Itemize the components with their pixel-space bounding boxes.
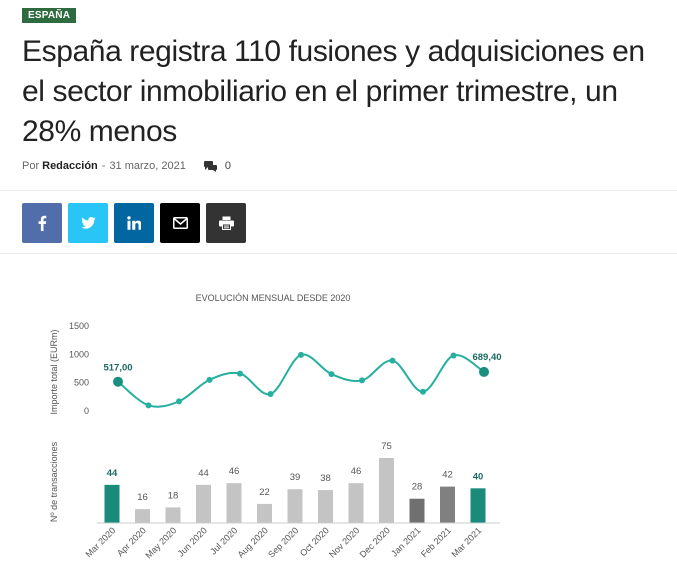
linkedin-share-button[interactable]	[114, 203, 154, 243]
article-meta: Por Redacción - 31 marzo, 2021 0	[22, 160, 231, 172]
transaction-bar	[409, 498, 425, 523]
amount-data-point	[176, 398, 182, 405]
share-buttons	[22, 203, 246, 243]
amount-data-point	[328, 371, 335, 378]
transaction-bar	[104, 484, 120, 523]
transaction-bar	[257, 503, 272, 523]
top-cutoff-text: · · · · · · · ·	[0, 0, 677, 6]
transaction-bar	[470, 488, 486, 523]
amount-data-point	[237, 370, 243, 377]
publish-date: 31 marzo, 2021	[109, 160, 186, 172]
transaction-bar	[196, 484, 211, 523]
amount-data-point	[298, 351, 304, 358]
bar-value-label: 44	[198, 468, 209, 479]
x-tick-label: Feb 2021	[419, 525, 453, 559]
transaction-bar	[348, 483, 364, 523]
amount-data-label-last: 689,40	[472, 352, 501, 363]
bar-value-label: 18	[168, 490, 179, 501]
transaction-bar	[287, 489, 303, 523]
email-share-button[interactable]	[160, 203, 200, 243]
x-tick-label: Mar 2021	[449, 525, 483, 559]
x-tick-label: Oct 2020	[298, 525, 331, 558]
x-tick-label: Nov 2020	[327, 525, 361, 559]
x-tick-label: Mar 2020	[83, 525, 117, 559]
transaction-bar	[226, 483, 242, 523]
y-tick-label: 1000	[69, 349, 89, 359]
x-tick-label: May 2020	[143, 525, 178, 560]
comment-icon	[203, 160, 217, 172]
amount-data-point	[389, 357, 396, 364]
bar-value-label: 75	[381, 441, 392, 452]
twitter-share-button[interactable]	[68, 203, 108, 243]
comments-link[interactable]: 0	[203, 160, 231, 172]
divider	[0, 190, 677, 191]
bar-value-label: 28	[412, 482, 423, 493]
amount-data-point	[113, 376, 123, 387]
amount-data-label-first: 517,00	[103, 363, 132, 374]
twitter-icon	[80, 217, 96, 229]
bar-value-label: 40	[473, 471, 484, 482]
chart-area: EVOLUCIÓN MENSUAL DESDE 2020 Importe tot…	[0, 260, 677, 588]
transaction-bar	[379, 458, 394, 523]
x-tick-label: Sep 2020	[266, 525, 300, 559]
y-tick-label: 500	[74, 378, 89, 388]
bar-value-label: 46	[351, 466, 362, 477]
facebook-share-button[interactable]	[22, 203, 62, 243]
line-y-axis-label: Importe total (EURm)	[49, 329, 59, 414]
bar-value-label: 22	[259, 487, 270, 498]
bar-value-label: 38	[320, 473, 331, 484]
y-tick-label: 0	[84, 406, 89, 416]
linkedin-icon	[127, 216, 141, 230]
y-tick-label: 1500	[69, 321, 89, 331]
comments-count: 0	[224, 160, 231, 172]
print-icon	[218, 216, 234, 230]
bar-y-axis-label: Nº de transacciones	[49, 441, 59, 522]
transaction-bar	[135, 509, 150, 523]
amount-data-point	[267, 391, 274, 397]
amount-data-point	[450, 352, 457, 359]
article-title: España registra 110 fusiones y adquisici…	[22, 35, 645, 148]
amount-data-point	[479, 366, 489, 377]
x-tick-label: Jul 2020	[208, 525, 239, 556]
amount-data-point	[206, 376, 213, 383]
x-tick-label: Dec 2020	[358, 525, 392, 559]
separator: -	[101, 160, 106, 172]
amount-series-line	[117, 353, 485, 408]
amount-data-point	[359, 377, 365, 384]
by-label: Por	[22, 160, 40, 172]
mail-icon	[172, 217, 188, 229]
monthly-evolution-chart: EVOLUCIÓN MENSUAL DESDE 2020 Importe tot…	[49, 293, 502, 560]
divider	[0, 253, 677, 254]
bar-value-label: 39	[290, 472, 301, 483]
facebook-icon	[38, 215, 47, 231]
chart-title: EVOLUCIÓN MENSUAL DESDE 2020	[196, 293, 351, 303]
transaction-bar	[440, 486, 455, 523]
amount-data-point	[145, 402, 152, 409]
transaction-bar	[165, 507, 181, 523]
print-button[interactable]	[206, 203, 246, 243]
amount-data-point	[420, 388, 426, 395]
x-tick-label: Jan 2021	[389, 525, 422, 558]
category-badge[interactable]: ESPAÑA	[22, 8, 77, 23]
bar-value-label: 16	[137, 492, 148, 503]
x-tick-label: Jun 2020	[176, 525, 209, 558]
author-link[interactable]: Redacción	[42, 160, 98, 172]
bar-value-label: 44	[107, 468, 118, 479]
bar-value-label: 42	[442, 470, 453, 481]
x-tick-label: Aug 2020	[236, 525, 270, 559]
transaction-bar	[318, 490, 333, 523]
bar-value-label: 46	[229, 466, 240, 477]
